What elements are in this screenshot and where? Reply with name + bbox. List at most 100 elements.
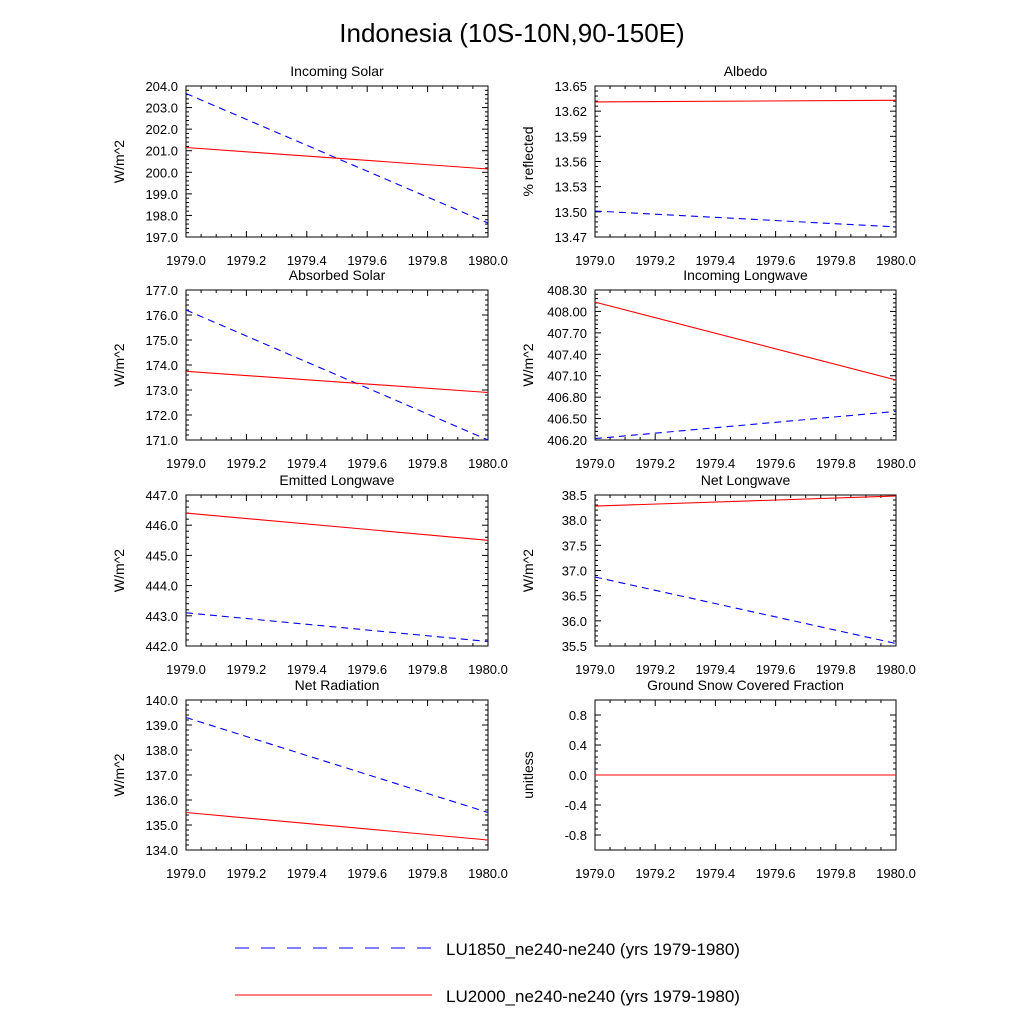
y-tick-label: 407.40	[547, 347, 587, 362]
x-tick-label: 1979.0	[575, 662, 615, 677]
series-line-lu1850	[185, 309, 489, 441]
panel-title: Absorbed Solar	[289, 267, 386, 283]
plot-frame	[594, 494, 897, 647]
y-tick-label: 13.65	[554, 79, 587, 94]
y-tick-label: 174.0	[145, 358, 178, 373]
figure-title: Indonesia (10S-10N,90-150E)	[339, 18, 684, 48]
x-tick-label: 1980.0	[876, 662, 916, 677]
x-tick-label: 1979.0	[575, 866, 615, 881]
y-tick-label: 442.0	[145, 639, 178, 654]
y-tick-label: 198.0	[145, 208, 178, 223]
y-tick-label: 13.47	[554, 230, 587, 245]
panel-absorbed-solar: Absorbed Solar W/m^2 1979.0 1979.2 1979.4 197…	[111, 267, 508, 471]
x-tick-label: 1979.6	[756, 253, 796, 268]
y-tick-label: 443.0	[145, 609, 178, 624]
x-tick-label: 1980.0	[876, 456, 916, 471]
x-tick-label: 1979.0	[166, 253, 206, 268]
panel-net-radiation: Net Radiation W/m^2 1979.0 1979.2 1979.4 1979…	[111, 677, 508, 881]
y-tick-label: 134.0	[145, 843, 178, 858]
y-tick-label: 0.8	[569, 708, 587, 723]
y-tick-label: 13.56	[554, 155, 587, 170]
x-tick-label: 1979.8	[816, 866, 856, 881]
plot-frame	[185, 85, 489, 238]
x-tick-label: 1979.8	[816, 662, 856, 677]
panel-incoming-longwave: Incoming Longwave W/m^2 1979.0 1979.2 1979.4…	[520, 267, 916, 471]
panel-net-longwave: Net Longwave W/m^2 1979.0 1979.2 1979.4 1979.…	[520, 472, 916, 677]
x-tick-label: 1979.2	[227, 253, 267, 268]
x-tick-label: 1979.2	[635, 866, 675, 881]
x-tick-label: 1979.4	[287, 456, 327, 471]
y-tick-label: 35.5	[562, 639, 587, 654]
x-tick-label: 1979.8	[816, 456, 856, 471]
y-tick-label: 407.70	[547, 326, 587, 341]
y-tick-label: 406.50	[547, 412, 587, 427]
y-axis-label: W/m^2	[111, 140, 127, 183]
x-tick-label: 1979.8	[408, 662, 448, 677]
plot-frame	[594, 289, 897, 441]
series-line-lu2000	[185, 512, 489, 541]
panel-title: Incoming Longwave	[683, 267, 808, 283]
plot-frame	[185, 289, 489, 441]
series-line-lu2000	[185, 146, 489, 170]
x-tick-label: 1980.0	[876, 253, 916, 268]
x-tick-label: 1979.6	[347, 253, 387, 268]
x-tick-label: 1979.0	[575, 456, 615, 471]
y-tick-label: 408.30	[547, 283, 587, 298]
x-tick-label: 1979.4	[287, 662, 327, 677]
series-line-lu1850	[594, 576, 897, 645]
x-tick-label: 1979.4	[287, 866, 327, 881]
y-tick-label: 36.5	[562, 589, 587, 604]
y-tick-label: 172.0	[145, 408, 178, 423]
x-tick-label: 1979.8	[408, 253, 448, 268]
y-axis-label: W/m^2	[111, 753, 127, 796]
panel-title: Albedo	[724, 63, 768, 79]
panel-title: Incoming Solar	[290, 63, 384, 79]
y-tick-label: 202.0	[145, 122, 178, 137]
series-line-lu2000	[594, 99, 897, 103]
panel-ground-snow-covered-fraction: Ground Snow Covered Fraction unitless 1979…	[520, 677, 916, 881]
x-tick-label: 1980.0	[468, 662, 508, 677]
y-tick-label: 173.0	[145, 383, 178, 398]
y-tick-label: 139.0	[145, 718, 178, 733]
x-tick-label: 1979.4	[696, 662, 736, 677]
y-axis-label: unitless	[520, 751, 536, 798]
y-tick-label: 447.0	[145, 488, 178, 503]
x-tick-label: 1979.0	[166, 662, 206, 677]
x-tick-label: 1979.2	[635, 456, 675, 471]
panel-title: Emitted Longwave	[279, 472, 394, 488]
series-line-lu1850	[185, 716, 489, 814]
x-tick-label: 1979.4	[696, 253, 736, 268]
series-line-lu2000	[594, 495, 897, 507]
x-tick-label: 1979.6	[756, 662, 796, 677]
y-tick-label: 136.0	[145, 793, 178, 808]
x-tick-label: 1979.2	[227, 662, 267, 677]
x-tick-label: 1979.6	[347, 662, 387, 677]
series-line-lu1850	[185, 92, 489, 224]
x-tick-label: 1979.2	[635, 253, 675, 268]
panels: Incoming Solar W/m^2 1979.0 1979.2 1979.4 197…	[111, 63, 916, 881]
y-tick-label: 204.0	[145, 79, 178, 94]
y-tick-label: 37.0	[562, 564, 587, 579]
y-tick-label: 135.0	[145, 818, 178, 833]
x-tick-label: 1979.2	[227, 866, 267, 881]
y-tick-label: 444.0	[145, 579, 178, 594]
y-tick-label: 171.0	[145, 433, 178, 448]
panel-emitted-longwave: Emitted Longwave W/m^2 1979.0 1979.2 1979.4 1…	[111, 472, 508, 677]
legend-label-lu1850: LU1850_ne240-ne240 (yrs 1979-1980)	[446, 940, 740, 959]
y-tick-label: 201.0	[145, 144, 178, 159]
y-tick-label: 36.0	[562, 614, 587, 629]
y-tick-label: 446.0	[145, 518, 178, 533]
x-tick-label: 1979.8	[408, 456, 448, 471]
x-tick-label: 1980.0	[468, 253, 508, 268]
x-tick-label: 1979.0	[166, 866, 206, 881]
panel-title: Net Longwave	[701, 472, 791, 488]
x-tick-label: 1979.6	[756, 866, 796, 881]
y-axis-label: W/m^2	[111, 343, 127, 386]
y-tick-label: 203.0	[145, 101, 178, 116]
panel-albedo: Albedo % reflected 1979.0 1979.2 1979.4 1979.…	[520, 63, 916, 268]
x-tick-label: 1979.0	[166, 456, 206, 471]
y-tick-label: -0.8	[565, 828, 587, 843]
y-tick-label: -0.4	[565, 798, 587, 813]
x-tick-label: 1979.2	[227, 456, 267, 471]
x-tick-label: 1979.4	[287, 253, 327, 268]
